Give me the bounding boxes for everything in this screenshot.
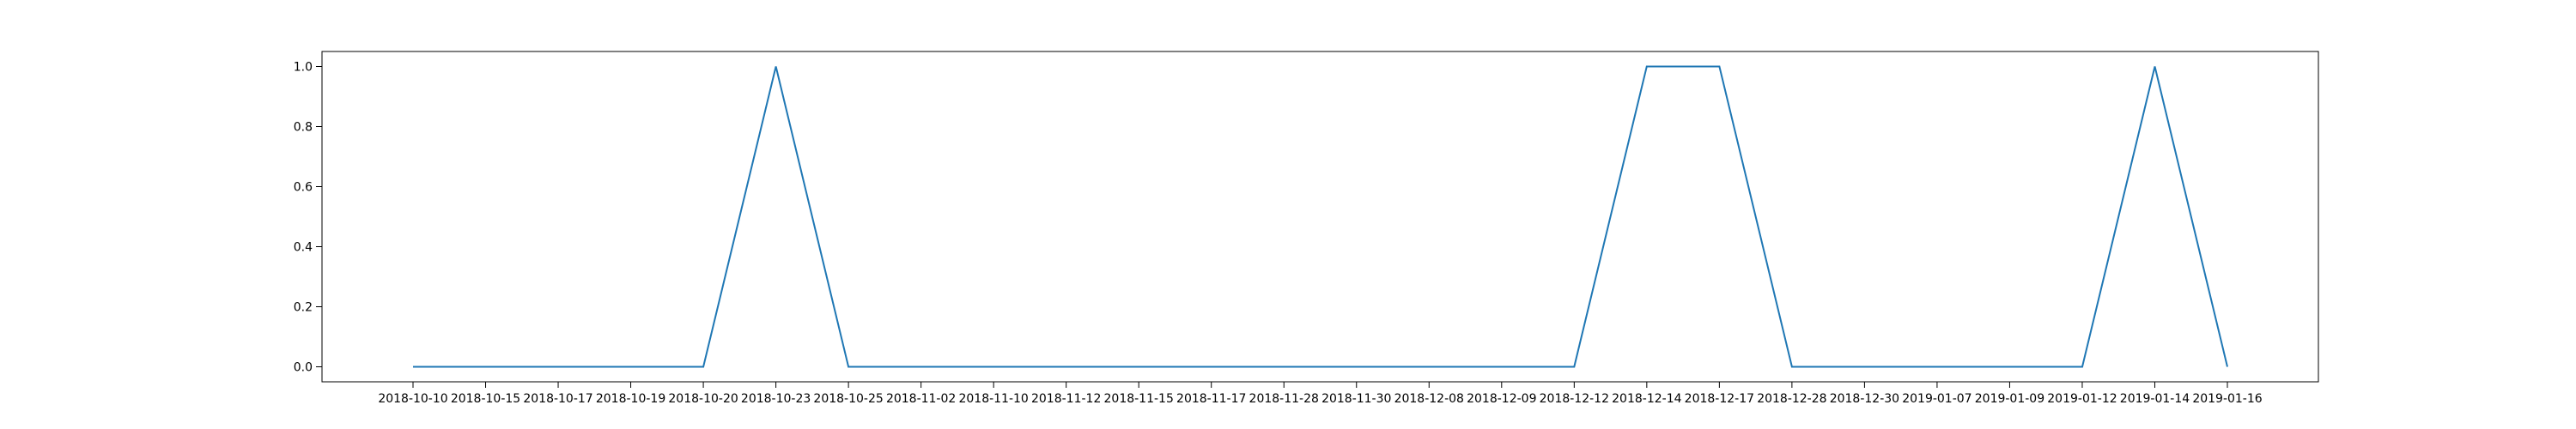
x-tick-label: 2018-11-15 xyxy=(1104,392,1174,406)
series-line xyxy=(413,65,2228,368)
x-axis: 2018-10-10 2018-10-15 2018-10-17 2018-10-19… xyxy=(378,382,2263,406)
y-tick-label: 0.0 xyxy=(294,361,313,375)
x-tick-label: 2018-11-10 xyxy=(958,392,1028,406)
x-tick-label: 2019-01-09 xyxy=(1975,392,2044,406)
x-tick-label: 2018-10-17 xyxy=(523,392,592,406)
x-tick-label: 2018-10-20 xyxy=(668,392,738,406)
x-tick-label: 2019-01-16 xyxy=(2192,392,2262,406)
y-tick-label: 1.0 xyxy=(294,61,313,75)
x-tick-label: 2018-12-28 xyxy=(1757,392,1826,406)
x-tick-label: 2018-11-30 xyxy=(1321,392,1391,406)
series-layer xyxy=(413,65,2228,368)
x-tick-label: 2018-11-17 xyxy=(1176,392,1246,406)
plot-frame xyxy=(321,51,2319,383)
x-tick-label: 2018-10-25 xyxy=(813,392,883,406)
x-tick-label: 2018-11-28 xyxy=(1249,392,1319,406)
x-tick-label: 2018-12-08 xyxy=(1394,392,1464,406)
x-tick-label: 2018-10-23 xyxy=(741,392,811,406)
x-tick-label: 2019-01-14 xyxy=(2120,392,2190,406)
x-tick-label: 2018-10-19 xyxy=(596,392,665,406)
y-tick-label: 0.6 xyxy=(294,181,313,195)
x-tick-label: 2018-11-02 xyxy=(886,392,956,406)
x-tick-label: 2018-12-30 xyxy=(1830,392,1899,406)
x-tick-label: 2019-01-07 xyxy=(1902,392,1971,406)
x-tick-label: 2018-10-10 xyxy=(378,392,447,406)
x-tick-label: 2018-10-15 xyxy=(451,392,520,406)
x-tick-label: 2018-12-14 xyxy=(1612,392,1681,406)
x-tick-label: 2018-12-17 xyxy=(1685,392,1754,406)
x-tick-label: 2019-01-12 xyxy=(2047,392,2117,406)
y-tick-label: 0.2 xyxy=(294,301,313,315)
x-tick-label: 2018-12-09 xyxy=(1467,392,1536,406)
x-tick-label: 2018-11-12 xyxy=(1031,392,1101,406)
x-tick-label: 2018-12-12 xyxy=(1540,392,1609,406)
y-tick-label: 0.4 xyxy=(294,241,313,255)
y-axis: 0.0 0.2 0.4 0.6 0.8 1.0 xyxy=(294,61,322,375)
y-tick-label: 0.8 xyxy=(294,121,313,135)
